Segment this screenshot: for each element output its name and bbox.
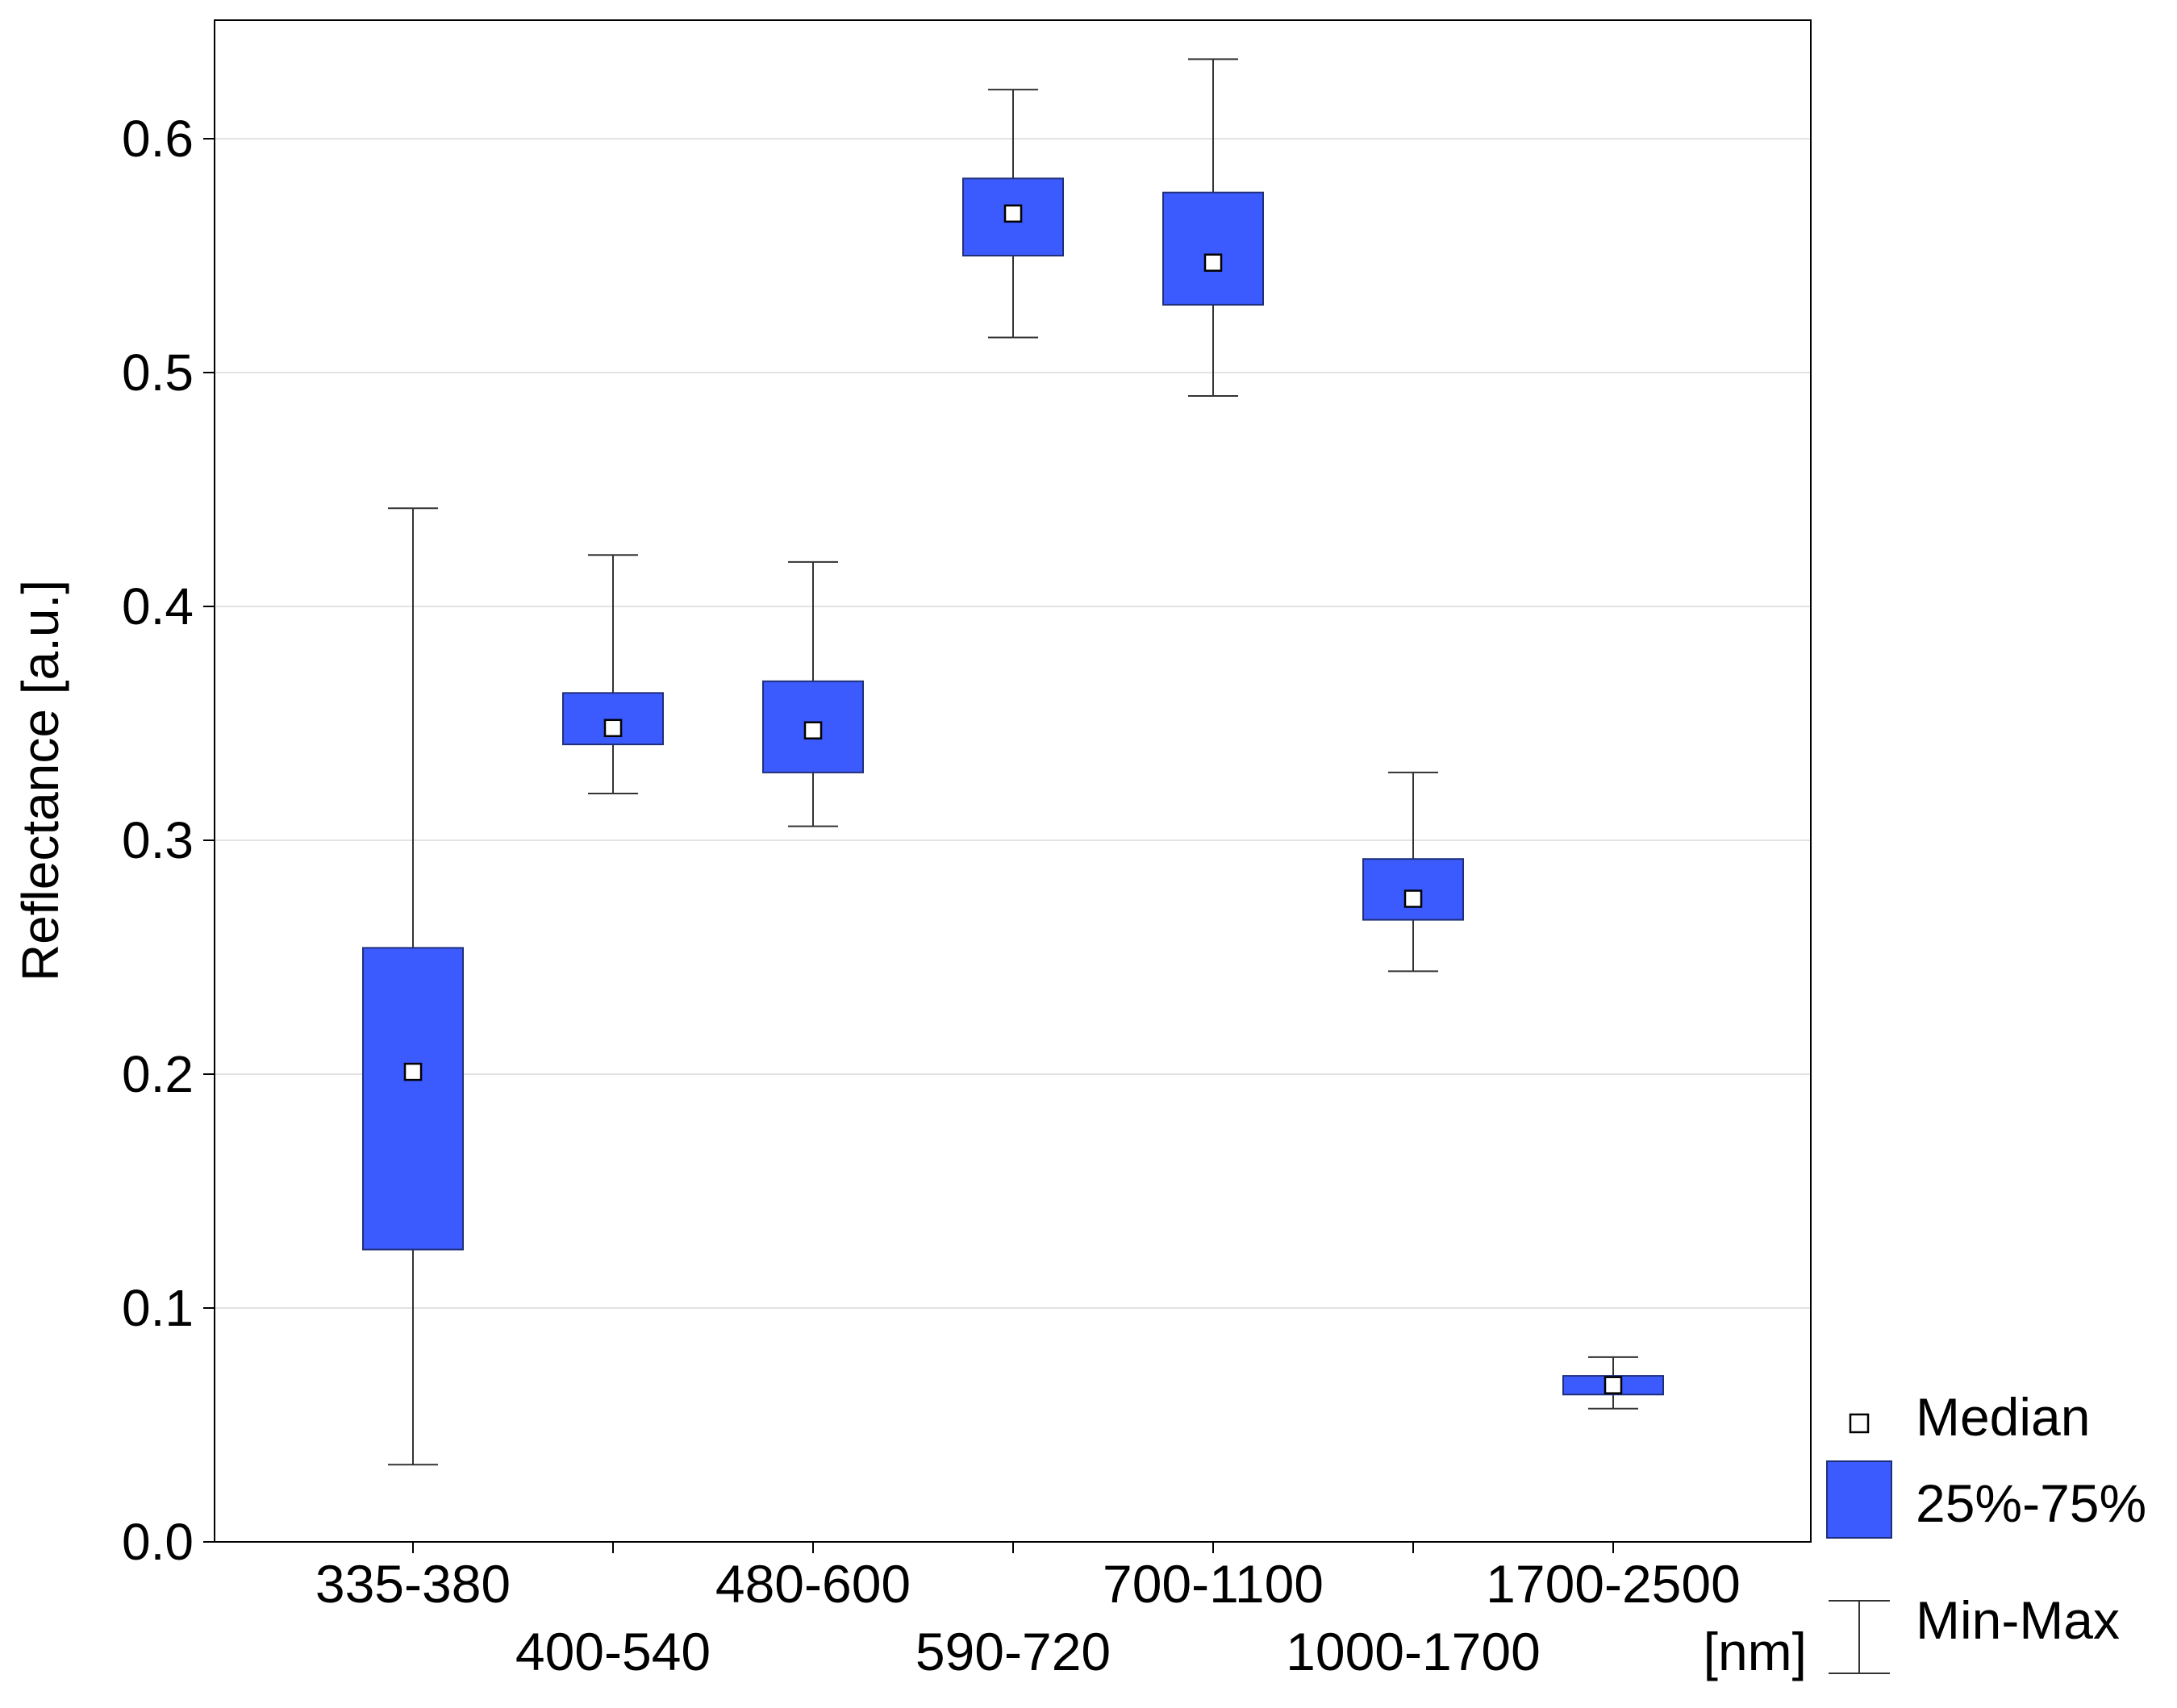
box-700-1100 [1162, 58, 1264, 397]
y-axis-ticks: 0.0 0.1 0.2 0.3 0.4 0.5 0.6 [122, 110, 215, 1571]
x-tick-label: 700-1100 [1103, 1554, 1324, 1614]
y-tick-label: 0.1 [122, 1279, 194, 1337]
y-axis-label: Reflectance [a.u.] [11, 580, 69, 981]
median-marker [1403, 889, 1423, 908]
x-tick-label: 400-540 [515, 1622, 711, 1681]
y-tick-label: 0.4 [122, 577, 194, 635]
x-tick-label: 480-600 [715, 1554, 911, 1614]
median-marker [1604, 1376, 1623, 1394]
median-marker [1003, 204, 1023, 223]
iqr-box [1362, 858, 1464, 921]
x-axis-unit-label: [nm] [1704, 1622, 1807, 1681]
legend-box-symbol [1826, 1460, 1892, 1539]
box-480-600 [762, 560, 864, 827]
y-tick-label: 0.6 [122, 110, 194, 168]
y-tick-label: 0.5 [122, 344, 194, 402]
y-tick-label: 0.0 [122, 1513, 194, 1571]
legend-label: Min-Max [1916, 1590, 2120, 1650]
x-tick-label: 590-720 [915, 1622, 1111, 1681]
x-tick-label: 1700-2500 [1486, 1554, 1741, 1614]
x-tick-label: 335-380 [315, 1554, 511, 1614]
y-tick-label: 0.3 [122, 811, 194, 869]
median-marker [403, 1062, 423, 1081]
legend-label: Median [1916, 1387, 2090, 1447]
box-1000-1700 [1362, 771, 1464, 973]
box-1700-2500 [1562, 1356, 1664, 1410]
x-tick-label: 1000-1700 [1286, 1622, 1541, 1681]
iqr-box [1162, 191, 1264, 306]
y-tick-label: 0.2 [122, 1045, 194, 1103]
median-marker [603, 719, 623, 738]
legend-label: 25%-75% [1916, 1473, 2146, 1533]
box-series [362, 58, 1664, 1466]
legend-median-symbol [1849, 1413, 1870, 1434]
legend: Median 25%-75% Min-Max [1826, 1387, 2146, 1674]
iqr-box [362, 947, 464, 1251]
median-marker [803, 721, 823, 739]
box-335-380 [362, 507, 464, 1466]
box-590-720 [962, 89, 1064, 339]
box-400-540 [562, 554, 664, 794]
median-marker [1203, 253, 1223, 272]
